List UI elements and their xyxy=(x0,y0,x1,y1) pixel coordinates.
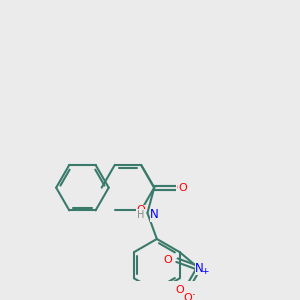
Text: H: H xyxy=(137,210,145,220)
Text: N: N xyxy=(150,208,159,221)
Text: O: O xyxy=(137,206,146,215)
Text: O: O xyxy=(176,285,184,295)
Text: +: + xyxy=(202,267,209,276)
Text: O: O xyxy=(184,293,193,300)
Text: O: O xyxy=(164,255,172,265)
Text: −: − xyxy=(187,289,195,298)
Text: N: N xyxy=(195,262,204,275)
Text: O: O xyxy=(178,183,187,193)
Text: O: O xyxy=(177,183,186,193)
